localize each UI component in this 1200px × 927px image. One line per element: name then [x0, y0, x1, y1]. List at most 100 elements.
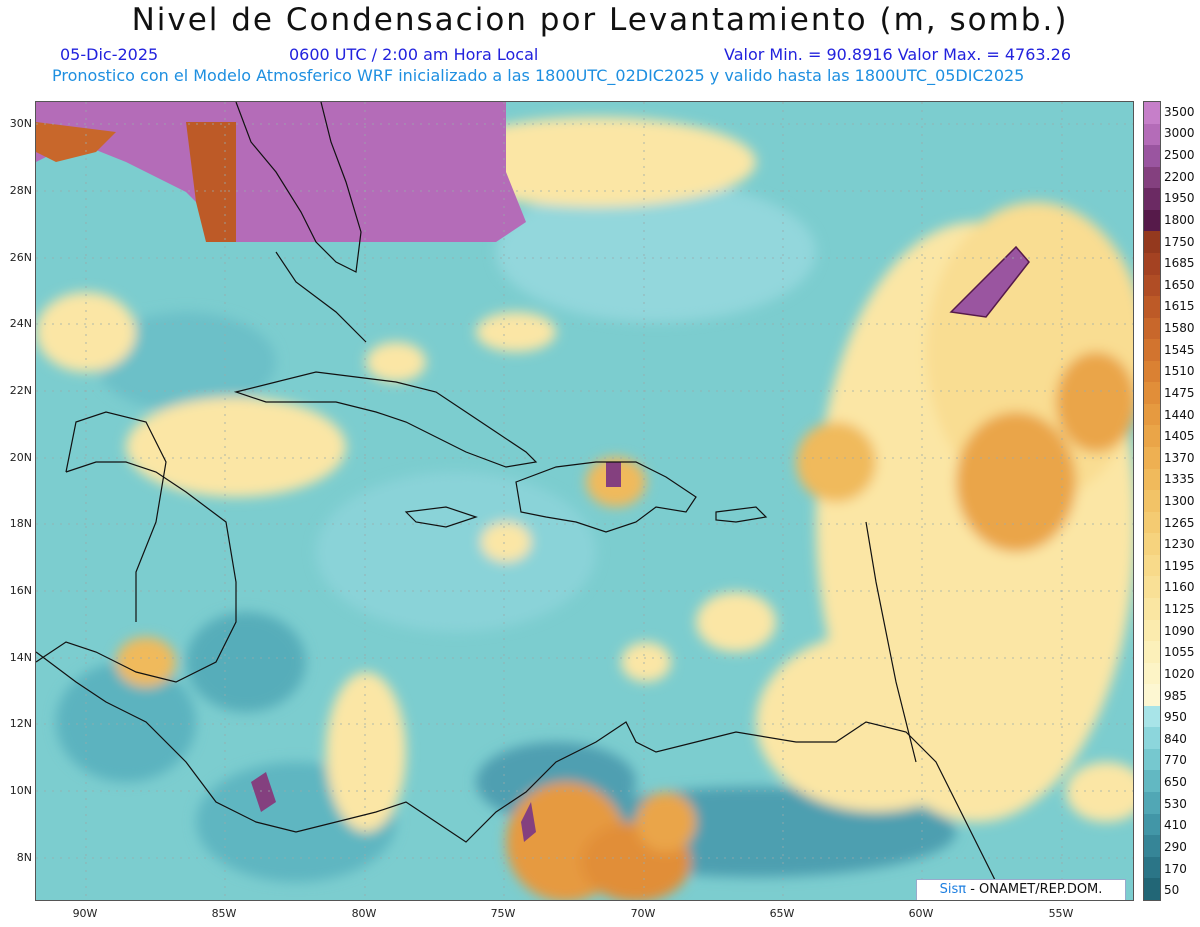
colorbar-label: 1300	[1164, 494, 1195, 508]
lat-label-18n: 18N	[9, 517, 32, 530]
colorbar-swatch	[1144, 641, 1160, 663]
colorbar-swatch	[1144, 490, 1160, 512]
colorbar-label: 985	[1164, 688, 1187, 703]
colorbar-swatch	[1144, 252, 1160, 275]
colorbar	[1143, 101, 1161, 901]
colorbar-label: 1160	[1164, 580, 1195, 595]
colorbar-swatch	[1144, 856, 1160, 879]
colorbar-swatch	[1144, 554, 1160, 577]
colorbar-label: 1750	[1164, 234, 1195, 249]
colorbar-swatch	[1144, 317, 1160, 340]
lon-label-85w: 85W	[211, 907, 237, 920]
colorbar-swatch	[1144, 662, 1160, 685]
lon-label-55w: 55W	[1048, 907, 1074, 920]
colorbar-label: 1055	[1164, 645, 1195, 660]
colorbar-label: 1685	[1164, 256, 1195, 271]
colorbar-swatch	[1144, 748, 1160, 771]
credit-box: Sisπ - ONAMET/REP.DOM.	[916, 879, 1126, 900]
colorbar-label: 1545	[1164, 342, 1195, 357]
lat-label-16n: 16N	[9, 584, 32, 597]
lon-label-75w: 75W	[490, 907, 516, 920]
credit-text: - ONAMET/REP.DOM.	[966, 882, 1103, 897]
orange-patch-florida-west	[186, 122, 236, 242]
colorbar-swatch	[1144, 813, 1160, 836]
lat-label-20n: 20N	[9, 451, 32, 464]
high-lcl-patch-colombia	[521, 802, 536, 842]
colorbar-swatch	[1144, 878, 1160, 900]
colorbar-swatch	[1144, 684, 1160, 706]
colorbar-swatch	[1144, 792, 1160, 814]
lcl-shading	[36, 117, 1133, 900]
map-title: Nivel de Condensacion por Levantamiento …	[131, 2, 1069, 38]
colorbar-label: 170	[1164, 861, 1187, 876]
lat-label-24n: 24N	[9, 317, 32, 330]
colorbar-swatch	[1144, 188, 1160, 210]
colorbar-label: 1800	[1164, 212, 1195, 227]
lat-label-14n: 14N	[9, 651, 32, 664]
colorbar-swatch	[1144, 274, 1160, 297]
colorbar-label: 1615	[1164, 299, 1195, 314]
colorbar-swatch	[1144, 296, 1160, 318]
lcl-map: Sisπ - ONAMET/REP.DOM.	[35, 101, 1134, 901]
colorbar-swatch	[1144, 727, 1160, 749]
lat-label-10n: 10N	[9, 784, 32, 797]
colorbar-label: 1440	[1164, 407, 1195, 422]
min-max-values: Valor Min. = 90.8916 Valor Max. = 4763.2…	[724, 45, 1072, 64]
colorbar-label: 50	[1164, 883, 1180, 898]
colorbar-label: 1265	[1164, 515, 1195, 530]
model-subtitle: Pronostico con el Modelo Atmosferico WRF…	[52, 66, 1025, 85]
colorbar-label: 530	[1164, 796, 1187, 811]
colorbar-label: 1650	[1164, 277, 1195, 292]
colorbar-label: 1405	[1164, 429, 1195, 444]
colorbar-label: 1510	[1164, 364, 1195, 379]
sispi-brand: Sisπ	[939, 882, 967, 897]
colorbar-swatch	[1144, 209, 1160, 232]
lat-label-30n: 30N	[9, 117, 32, 130]
colorbar-label: 2500	[1164, 148, 1195, 163]
colorbar-swatch	[1144, 619, 1160, 642]
colorbar-label: 1090	[1164, 623, 1195, 638]
high-lcl-patch-atlantic	[949, 245, 1030, 318]
colorbar-swatch	[1144, 597, 1160, 620]
colorbar-label: 2200	[1164, 169, 1195, 184]
colorbar-label: 410	[1164, 818, 1187, 833]
colorbar-swatch	[1144, 533, 1160, 555]
colorbar-label: 1020	[1164, 666, 1195, 681]
lat-label-8n: 8N	[16, 851, 32, 864]
colorbar-label: 950	[1164, 710, 1187, 725]
colorbar-label: 840	[1164, 731, 1187, 746]
forecast-time: 0600 UTC / 2:00 am Hora Local	[289, 45, 539, 64]
colorbar-swatch	[1144, 339, 1160, 361]
lon-label-60w: 60W	[908, 907, 934, 920]
high-lcl-patch-nicaragua	[251, 772, 276, 812]
colorbar-swatch	[1144, 705, 1160, 728]
colorbar-label: 1475	[1164, 385, 1195, 400]
colorbar-label: 1125	[1164, 602, 1195, 617]
lat-label-26n: 26N	[9, 251, 32, 264]
colorbar-swatch	[1144, 511, 1160, 534]
colorbar-swatch	[1144, 468, 1160, 491]
colorbar-label: 1230	[1164, 537, 1195, 552]
colorbar-swatch	[1144, 102, 1160, 124]
colorbar-label: 1370	[1164, 450, 1195, 465]
colorbar-swatch	[1144, 145, 1160, 167]
lon-label-80w: 80W	[351, 907, 377, 920]
colorbar-label: 3000	[1164, 126, 1195, 141]
colorbar-label: 1195	[1164, 558, 1195, 573]
colorbar-label: 1580	[1164, 321, 1195, 336]
lon-label-70w: 70W	[630, 907, 656, 920]
lcl-field-svg	[36, 102, 1133, 900]
colorbar-swatch	[1144, 166, 1160, 189]
colorbar-swatch	[1144, 360, 1160, 383]
graticule	[36, 102, 1133, 900]
colorbar-swatch	[1144, 770, 1160, 792]
colorbar-swatch	[1144, 576, 1160, 598]
colorbar-swatch	[1144, 123, 1160, 146]
lat-label-22n: 22N	[9, 384, 32, 397]
orange-patch-gulf	[36, 122, 116, 162]
coastlines	[36, 102, 1015, 900]
colorbar-swatch	[1144, 425, 1160, 447]
colorbar-label: 650	[1164, 775, 1187, 790]
colorbar-label: 290	[1164, 839, 1187, 854]
colorbar-swatch	[1144, 447, 1160, 469]
